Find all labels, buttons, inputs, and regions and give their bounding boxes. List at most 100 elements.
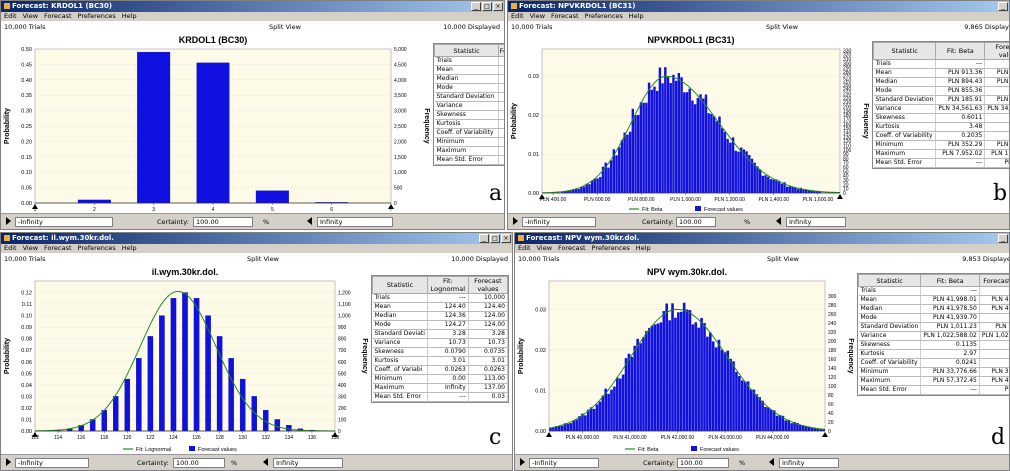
y2-tick-label: 1,100	[338, 302, 351, 308]
histogram-bar	[740, 380, 744, 431]
menu-forecast[interactable]: Forecast	[558, 244, 586, 252]
menu-preferences[interactable]: Preferences	[77, 244, 116, 252]
menu-edit[interactable]: Edit	[518, 244, 531, 252]
right-bound-input[interactable]: Infinity	[786, 217, 846, 227]
stats-row: Trials10,000	[434, 56, 504, 66]
window-title-bar[interactable]: Forecast: il.wym.30kr.dol.	[1, 233, 512, 244]
menu-edit[interactable]: Edit	[511, 12, 524, 20]
right-grabber-icon[interactable]	[769, 458, 774, 466]
histogram-bar	[666, 76, 670, 193]
histogram-bar	[563, 191, 567, 193]
x-tick-label: PLN 42,000.00	[661, 435, 695, 441]
left-bound-input[interactable]: -Infinity	[522, 217, 596, 227]
menu-preferences[interactable]: Preferences	[77, 12, 116, 20]
histogram-bar	[618, 147, 621, 193]
legend-fit-label: Fit: Lognormal	[136, 447, 171, 453]
right-bound-input[interactable]: Infinity	[273, 458, 343, 468]
stat-name: Trials	[434, 56, 499, 66]
left-bound-input[interactable]: -Infinity	[15, 458, 89, 468]
histogram-bar	[656, 323, 660, 431]
stat-value: 10.73	[427, 338, 469, 348]
histogram-bar	[124, 378, 131, 432]
menu-view[interactable]: View	[22, 12, 39, 20]
histogram-bar	[707, 113, 710, 193]
histogram-bar	[702, 98, 705, 193]
x-tick-label: 122	[146, 435, 155, 441]
window-title: Forecast: il.wym.30kr.dol.	[12, 234, 114, 242]
frequency-chart[interactable]: NPV wym.30kr.dol. 0.00 0.01 0.02 0.03 0 20 40 60…	[515, 263, 855, 455]
stat-name: Trials	[372, 293, 428, 303]
histogram-bar	[650, 89, 653, 193]
y2-tick-label: 100	[828, 384, 837, 390]
minimize-button[interactable]: _	[479, 234, 489, 243]
menu-preferences[interactable]: Preferences	[584, 12, 623, 20]
y-tick-label: 0.45	[21, 62, 32, 68]
frequency-chart[interactable]: NPVKRDOL1 (BC31) 0.00 0.01 0.02 0.03 01020304…	[508, 31, 870, 215]
close-button[interactable]: ×	[493, 2, 503, 11]
histogram-bar	[708, 332, 712, 431]
left-bound-input[interactable]: -Infinity	[15, 217, 113, 227]
left-grabber-icon[interactable]	[6, 217, 11, 225]
histogram-bar	[592, 408, 596, 431]
close-button[interactable]: ×	[501, 234, 511, 243]
menu-help[interactable]: Help	[121, 12, 137, 20]
menu-view[interactable]: View	[22, 244, 39, 252]
histogram-bar	[819, 428, 822, 431]
right-bound-input[interactable]: Infinity	[779, 458, 839, 468]
menu-preferences[interactable]: Preferences	[591, 244, 630, 252]
y-tick-label: 0.02	[535, 348, 546, 354]
frequency-chart[interactable]: KRDOL1 (BC30) 0.00 0.05 0.10 0.15 0.20 0.25 0.3…	[1, 31, 431, 215]
histogram-bar	[685, 92, 689, 193]
certainty-input[interactable]: 100.00	[173, 458, 225, 468]
left-grabber-icon[interactable]	[513, 217, 518, 225]
frequency-chart[interactable]: il.wym.30kr.dol. 0.00 0.01 0.02 0.03 0.04 0.05…	[1, 263, 369, 455]
window-title-bar[interactable]: Forecast: NPVKRDOL1 (BC31)	[508, 1, 1009, 12]
minimize-button[interactable]: _	[998, 2, 1008, 11]
right-grabber-icon[interactable]	[307, 217, 312, 225]
right-bound-input[interactable]: Infinity	[317, 217, 393, 227]
certainty-input[interactable]: 100.00	[193, 217, 253, 227]
window-title-bar[interactable]: Forecast: KRDOL1 (BC30)	[1, 1, 504, 12]
window-title-bar[interactable]: Forecast: NPV wym.30kr.dol.	[515, 233, 1009, 244]
right-grabber-icon[interactable]	[263, 458, 268, 466]
left-grabber-icon[interactable]	[520, 458, 525, 466]
stat-value: 0.0241	[920, 358, 980, 368]
histogram-bar	[717, 339, 721, 431]
stat-value: ---	[427, 293, 469, 303]
minimize-button[interactable]: _	[471, 2, 481, 11]
menu-view[interactable]: View	[529, 12, 546, 20]
y2-tick-label: 150	[843, 126, 852, 132]
right-grabber-icon[interactable]	[776, 217, 781, 225]
menu-edit[interactable]: Edit	[4, 244, 17, 252]
histogram-bar	[688, 310, 692, 431]
maximize-button[interactable]: □	[490, 234, 500, 243]
histogram-bar	[639, 343, 642, 431]
menu-forecast[interactable]: Forecast	[551, 12, 579, 20]
stats-row: Coeff. of Variabi 0.0263 0.0263	[372, 365, 509, 375]
forecast-window-npvwym: Forecast: NPV wym.30kr.dol. _ Edit View …	[514, 232, 1010, 471]
y2-tick-label: 270	[843, 74, 852, 80]
y2-tick-label: 140	[828, 366, 837, 372]
menu-forecast[interactable]: Forecast	[44, 12, 72, 20]
menu-forecast[interactable]: Forecast	[44, 244, 72, 252]
maximize-button[interactable]: □	[482, 2, 492, 11]
left-grabber-icon[interactable]	[6, 458, 11, 466]
left-bound-input[interactable]: -Infinity	[529, 458, 599, 468]
histogram-bar	[674, 317, 677, 431]
histogram-bar	[607, 393, 610, 431]
histogram-bar	[818, 191, 821, 193]
stat-value: 113.00	[468, 374, 509, 384]
menu-view[interactable]: View	[536, 244, 553, 252]
menu-help[interactable]: Help	[635, 244, 651, 252]
certainty-input[interactable]: 100.00	[676, 217, 716, 227]
menu-edit[interactable]: Edit	[4, 12, 17, 20]
histogram-bar	[577, 188, 580, 193]
stat-value: 3.00	[498, 83, 504, 93]
y2-tick-label: 1,000	[394, 170, 407, 176]
y2-tick-label: 4,500	[394, 62, 407, 68]
menu-help[interactable]: Help	[628, 12, 644, 20]
menu-help[interactable]: Help	[121, 244, 137, 252]
minimize-button[interactable]: _	[998, 234, 1008, 243]
certainty-input[interactable]: 100.00	[677, 458, 729, 468]
